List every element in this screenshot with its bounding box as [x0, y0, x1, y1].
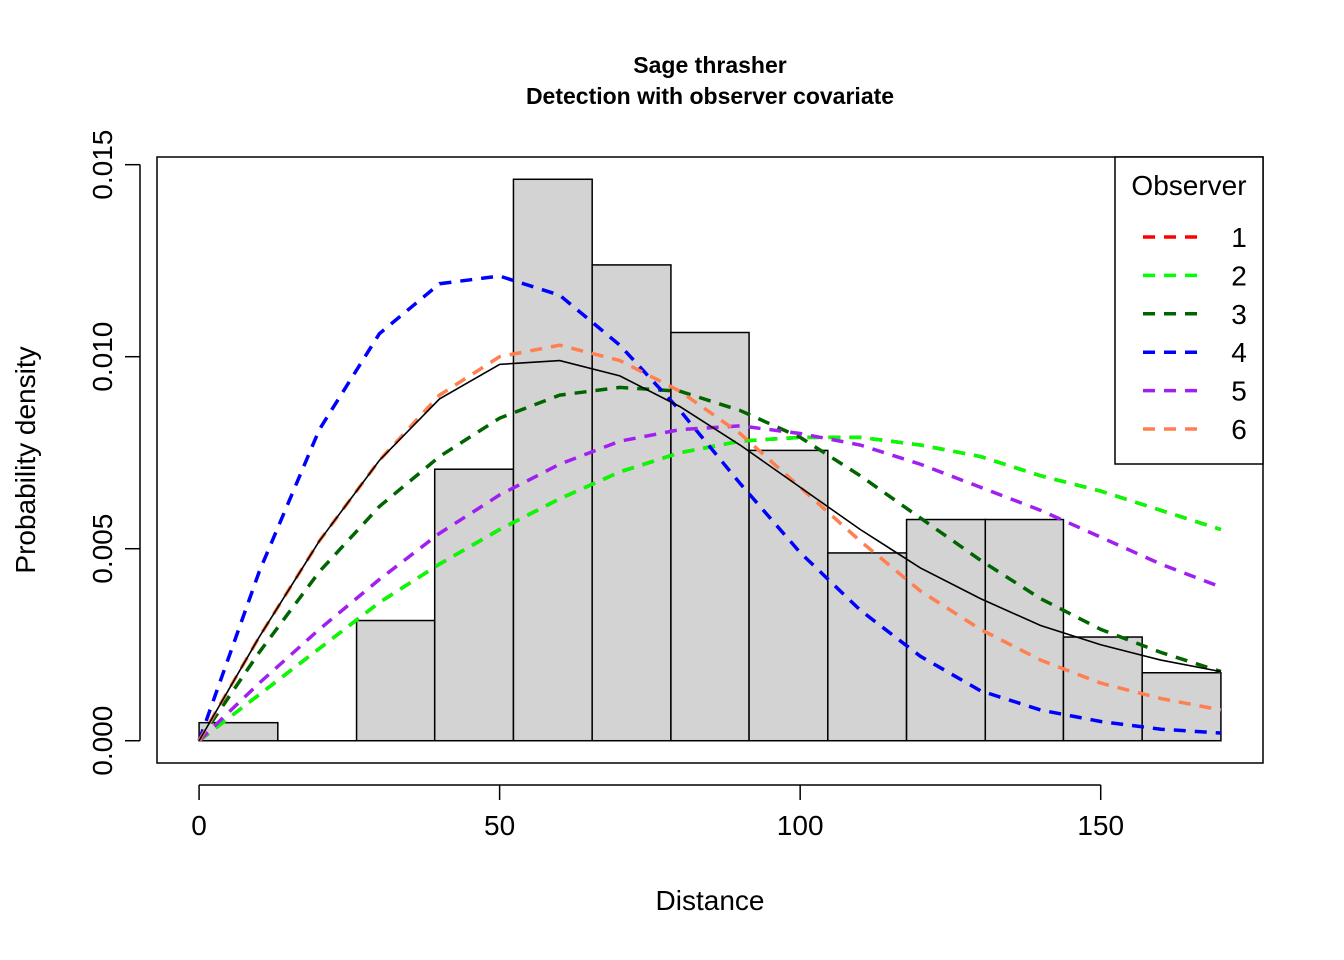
- histogram-bar: [355, 619, 436, 742]
- legend-title: Observer: [1131, 170, 1246, 201]
- legend-label-observer-4: 4: [1231, 337, 1247, 368]
- chart-title: Sage thrasher: [633, 52, 786, 78]
- series-line-observer-5: [197, 424, 1222, 742]
- chart-subtitle: Detection with observer covariate: [526, 83, 894, 109]
- x-tick-label: 0: [191, 810, 207, 841]
- legend-label-observer-2: 2: [1231, 260, 1247, 291]
- y-axis-label: Probability density: [10, 346, 41, 573]
- histogram-bar: [984, 518, 1065, 742]
- histogram-bar: [198, 721, 279, 742]
- x-tick-label: 150: [1077, 810, 1124, 841]
- fitted-curves: [197, 274, 1222, 743]
- legend-label-observer-3: 3: [1231, 299, 1247, 330]
- histogram-bar: [905, 518, 987, 742]
- legend-label-observer-6: 6: [1231, 414, 1247, 445]
- series-line-observer-3: [197, 385, 1222, 742]
- y-tick-label: 0.015: [87, 130, 118, 200]
- legend-label-observer-1: 1: [1231, 222, 1247, 253]
- x-axis: 0 50 100 150: [191, 784, 1124, 841]
- x-tick-label: 100: [777, 810, 824, 841]
- y-axis: 0.000 0.005 0.010 0.015: [87, 130, 141, 776]
- y-tick-label: 0.000: [87, 706, 118, 776]
- histogram-bar: [512, 178, 593, 742]
- y-tick-label: 0.010: [87, 322, 118, 392]
- x-tick-label: 50: [484, 810, 515, 841]
- histogram-bar: [827, 552, 908, 742]
- histogram-bar: [591, 264, 672, 742]
- legend-label-observer-5: 5: [1231, 376, 1247, 407]
- y-tick-label: 0.005: [87, 514, 118, 584]
- fitted-curve-line: [198, 359, 1222, 742]
- x-axis-label: Distance: [656, 885, 765, 916]
- legend: Observer 1 2 3 4 5 6: [1114, 156, 1264, 465]
- legend-box: [1114, 156, 1264, 465]
- histogram-bar: [748, 449, 829, 742]
- legend-items: 1 2 3 4 5 6: [1143, 222, 1247, 445]
- series-line-observer-4: [197, 274, 1222, 742]
